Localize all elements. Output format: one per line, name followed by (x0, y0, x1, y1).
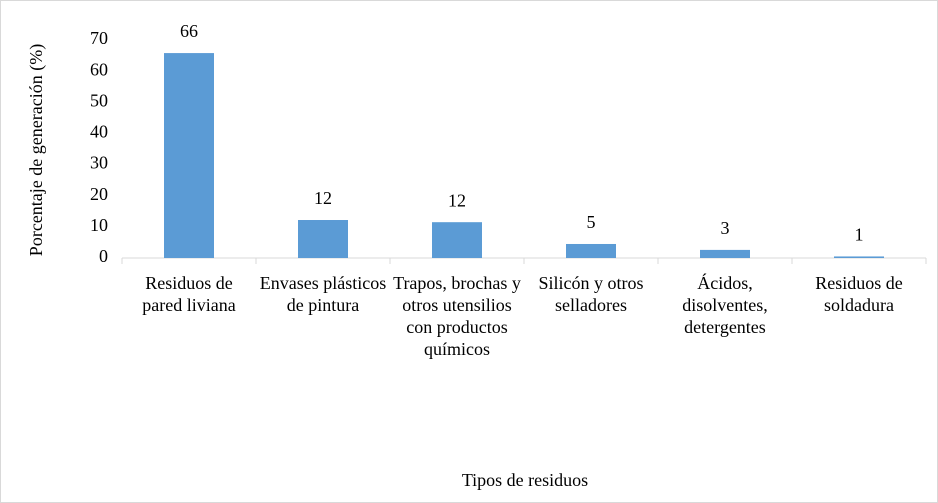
x-tick-label: Silicón y otros selladores (538, 273, 644, 315)
data-label: 12 (314, 188, 332, 208)
data-label: 12 (448, 190, 466, 210)
data-label: 3 (721, 218, 730, 238)
x-tick-label: Trapos, brochas y otros utensilios con p… (393, 273, 521, 359)
y-axis-title: Porcentaje de generación (%) (26, 44, 47, 256)
data-label: 66 (180, 21, 198, 41)
y-tick-label: 50 (90, 90, 108, 110)
x-tick-label: Ácidos, disolventes, detergentes (682, 273, 768, 337)
y-tick-label: 20 (90, 184, 108, 204)
bar (298, 220, 348, 258)
x-tick-label: Envases plásticos de pintura (259, 273, 387, 315)
y-tick-label: 70 (90, 28, 108, 48)
y-tick-label: 10 (90, 215, 108, 235)
bar (566, 243, 616, 258)
y-tick-label: 0 (99, 246, 108, 266)
bar (700, 249, 750, 258)
x-axis-title: Tipos de residuos (462, 470, 588, 490)
data-label: 5 (587, 212, 596, 232)
x-tick-label: Residuos de soldadura (815, 273, 903, 315)
data-label: 1 (855, 225, 864, 245)
bar (164, 53, 214, 258)
bar (834, 256, 884, 258)
y-tick-label: 40 (90, 122, 108, 142)
bar (432, 222, 482, 258)
y-tick-label: 60 (90, 59, 108, 79)
y-tick-label: 30 (90, 153, 108, 173)
x-tick-label: Residuos de pared liviana (142, 273, 236, 315)
